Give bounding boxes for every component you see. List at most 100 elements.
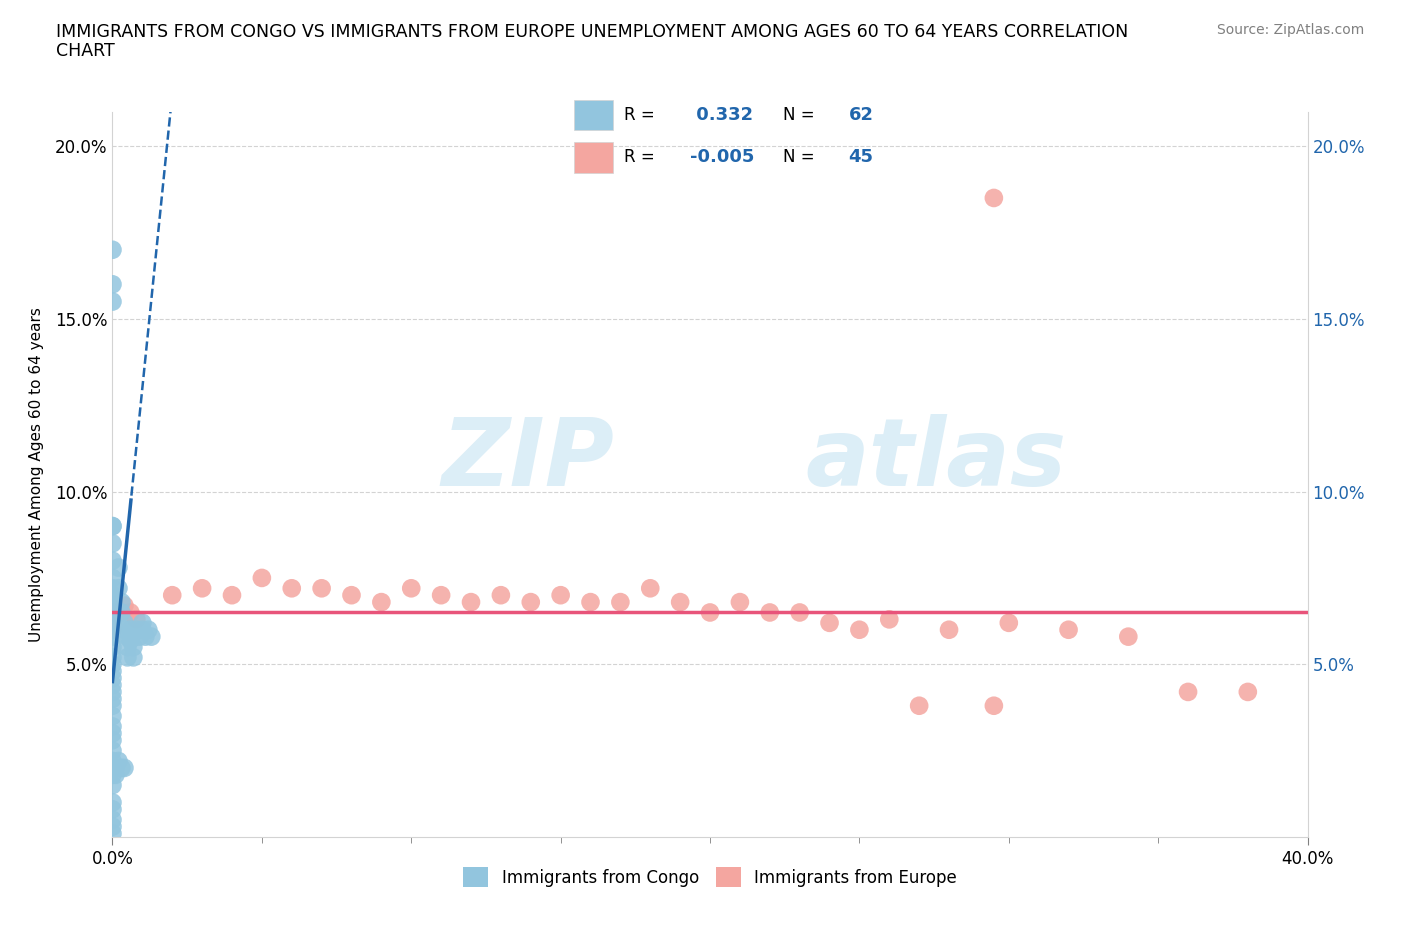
Point xyxy=(107,753,129,768)
Point xyxy=(101,684,124,699)
Point xyxy=(728,594,751,609)
Point xyxy=(162,588,183,603)
Point xyxy=(101,691,124,706)
Point xyxy=(107,560,129,575)
Point xyxy=(101,243,124,258)
Point xyxy=(101,726,124,741)
Text: N =: N = xyxy=(783,106,820,124)
Bar xyxy=(574,142,613,173)
Point xyxy=(107,605,129,620)
Point xyxy=(101,581,124,596)
Point xyxy=(101,671,124,685)
Point xyxy=(101,819,124,834)
Point xyxy=(101,622,124,637)
Point xyxy=(114,598,135,613)
Point xyxy=(120,605,142,620)
Point xyxy=(117,640,139,655)
Text: N =: N = xyxy=(783,149,820,166)
Point xyxy=(101,616,124,631)
Point xyxy=(114,761,135,776)
Point xyxy=(117,630,139,644)
Point xyxy=(101,519,124,534)
Y-axis label: Unemployment Among Ages 60 to 64 years: Unemployment Among Ages 60 to 64 years xyxy=(30,307,44,642)
Point xyxy=(101,826,124,841)
Bar xyxy=(574,100,613,130)
Point xyxy=(879,612,901,627)
Point xyxy=(101,294,124,309)
Point xyxy=(117,650,139,665)
Point xyxy=(131,622,153,637)
Point xyxy=(128,630,150,644)
Point xyxy=(579,594,602,609)
Point xyxy=(101,802,124,817)
Point xyxy=(125,622,148,637)
Point xyxy=(101,536,124,551)
Point xyxy=(640,581,662,596)
Point xyxy=(120,632,142,647)
Point xyxy=(101,657,124,671)
Point xyxy=(983,698,1005,713)
Text: -0.005: -0.005 xyxy=(690,149,755,166)
Point xyxy=(489,588,512,603)
Text: 62: 62 xyxy=(849,106,873,124)
Point xyxy=(101,709,124,724)
Point xyxy=(759,605,782,620)
Point xyxy=(101,570,124,585)
Text: R =: R = xyxy=(624,149,661,166)
Point xyxy=(101,719,124,734)
Point xyxy=(101,605,124,620)
Point xyxy=(998,616,1021,631)
Point xyxy=(134,630,156,644)
Point xyxy=(789,605,811,620)
Point xyxy=(110,761,132,776)
Point xyxy=(131,616,153,631)
Point xyxy=(104,761,127,776)
Point xyxy=(370,594,392,609)
Point xyxy=(1118,630,1140,644)
Point xyxy=(311,581,333,596)
Text: atlas: atlas xyxy=(806,414,1067,506)
Point xyxy=(101,753,124,768)
Point xyxy=(120,622,142,637)
Point xyxy=(699,605,721,620)
Point xyxy=(101,795,124,810)
Text: 45: 45 xyxy=(849,149,873,166)
Point xyxy=(110,594,132,609)
Text: ZIP: ZIP xyxy=(441,414,614,506)
Point xyxy=(983,191,1005,206)
Point xyxy=(908,698,931,713)
Point xyxy=(122,640,145,655)
Point xyxy=(101,553,124,568)
Text: CHART: CHART xyxy=(56,42,115,60)
Point xyxy=(340,588,363,603)
Point xyxy=(114,616,135,631)
Point xyxy=(101,678,124,693)
Point xyxy=(101,594,124,609)
Point xyxy=(460,594,482,609)
Point xyxy=(401,581,423,596)
Text: Source: ZipAtlas.com: Source: ZipAtlas.com xyxy=(1216,23,1364,37)
Point xyxy=(101,588,124,603)
Point xyxy=(101,616,124,631)
Point xyxy=(107,581,129,596)
Point xyxy=(101,640,124,655)
Point xyxy=(101,698,124,713)
Point xyxy=(281,581,304,596)
Point xyxy=(1057,622,1080,637)
Point xyxy=(938,622,960,637)
Text: IMMIGRANTS FROM CONGO VS IMMIGRANTS FROM EUROPE UNEMPLOYMENT AMONG AGES 60 TO 64: IMMIGRANTS FROM CONGO VS IMMIGRANTS FROM… xyxy=(56,23,1129,41)
Point xyxy=(1237,684,1260,699)
Point xyxy=(104,767,127,782)
Legend: Immigrants from Congo, Immigrants from Europe: Immigrants from Congo, Immigrants from E… xyxy=(457,860,963,894)
Point xyxy=(101,733,124,748)
Point xyxy=(250,570,273,585)
Point xyxy=(125,612,148,627)
Text: 0.332: 0.332 xyxy=(690,106,754,124)
Point xyxy=(101,664,124,679)
Point xyxy=(138,622,160,637)
Point xyxy=(430,588,453,603)
Point xyxy=(191,581,214,596)
Point xyxy=(520,594,543,609)
Point xyxy=(101,277,124,292)
Point xyxy=(101,630,124,644)
